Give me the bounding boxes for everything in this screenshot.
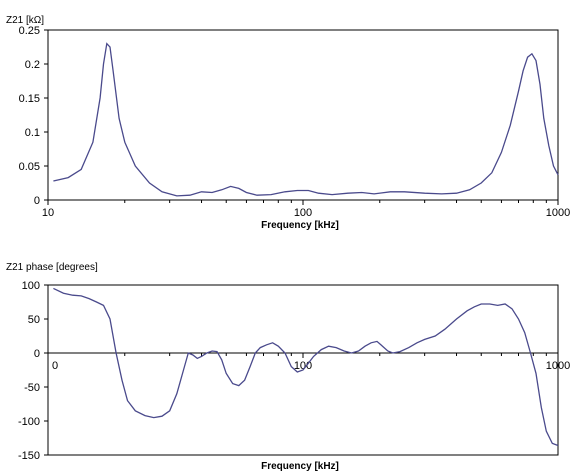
phase-x-ticks: 0 100 1000: [47, 353, 570, 372]
x-tick-label: 1000: [546, 360, 570, 372]
y-tick-label: 100: [22, 280, 40, 292]
phase-x-axis-label: Frequency [kHz]: [261, 461, 339, 472]
magnitude-plot-frame: [47, 29, 559, 201]
y-tick-label: 0.15: [19, 93, 40, 105]
y-tick-label: 0.05: [19, 161, 40, 173]
magnitude-y-ticks: 0 0.05 0.1 0.15 0.2 0.25: [19, 25, 48, 207]
x-tick-label: 100: [294, 207, 312, 219]
magnitude-x-ticks: 10 100 1000: [42, 200, 570, 219]
phase-chart: Z21 phase [degrees] -150 -100 -50 0 50 100 0 1…: [6, 262, 570, 472]
phase-plot-frame: [47, 284, 559, 456]
y-tick-label: -50: [24, 382, 40, 394]
x-tick-label: 1000: [546, 207, 570, 219]
magnitude-series-line: [53, 42, 559, 197]
y-tick-label: 0: [34, 195, 40, 207]
magnitude-chart: Z21 [kΩ] 0 0.05 0.1 0.15 0.2 0.25 10 100 1000 F…: [6, 15, 570, 231]
y-tick-label: -150: [18, 450, 40, 462]
y-tick-label: 0: [34, 348, 40, 360]
x-tick-label: 0: [52, 360, 58, 372]
x-tick-label: 100: [294, 360, 312, 372]
x-tick-label: 10: [42, 207, 54, 219]
y-tick-label: -100: [18, 416, 40, 428]
magnitude-y-axis-label: Z21 [kΩ]: [6, 15, 44, 26]
phase-series-line: [53, 287, 559, 447]
phase-y-axis-label: Z21 phase [degrees]: [6, 262, 98, 273]
magnitude-x-axis-label: Frequency [kHz]: [261, 220, 339, 231]
y-tick-label: 0.2: [25, 59, 40, 71]
phase-y-ticks: -150 -100 -50 0 50 100: [18, 280, 48, 462]
y-tick-label: 0.1: [25, 127, 40, 139]
y-tick-label: 50: [28, 314, 40, 326]
y-tick-label: 0.25: [19, 25, 40, 37]
